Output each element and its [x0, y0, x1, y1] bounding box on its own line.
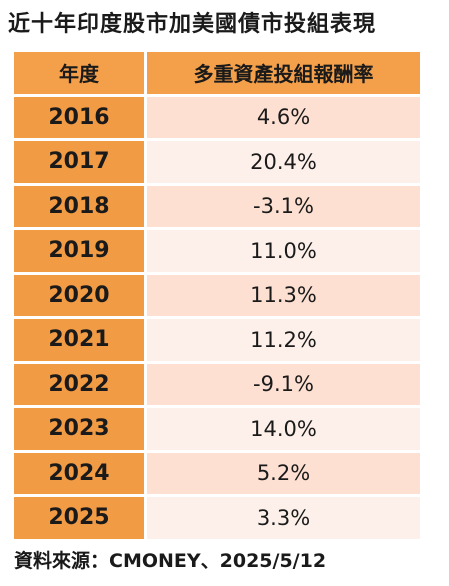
return-cell: 20.4%: [147, 141, 420, 183]
page-title: 近十年印度股市加美國債市投組表現: [8, 12, 377, 37]
return-cell: 11.3%: [147, 274, 420, 316]
table-row: 2019 11.0%: [14, 230, 420, 272]
column-header-year: 年度: [14, 52, 147, 94]
source-note: 資料來源：CMONEY、2025/5/12: [14, 550, 327, 572]
year-cell: 2022: [14, 363, 147, 405]
table-row: 2017 20.4%: [14, 141, 420, 183]
return-cell: 14.0%: [147, 408, 420, 450]
table-row: 2023 14.0%: [14, 408, 420, 450]
table-header-row: 年度 多重資產投組報酬率: [14, 52, 420, 94]
table-row: 2025 3.3%: [14, 497, 420, 539]
return-cell: 4.6%: [147, 96, 420, 138]
year-cell: 2018: [14, 185, 147, 227]
year-cell: 2017: [14, 141, 147, 183]
returns-table: 年度 多重資產投組報酬率 2016 4.6% 2017 20.4% 2018 -…: [14, 49, 420, 542]
year-cell: 2016: [14, 96, 147, 138]
return-cell: -3.1%: [147, 185, 420, 227]
year-cell: 2025: [14, 497, 147, 539]
year-cell: 2019: [14, 230, 147, 272]
return-cell: 11.0%: [147, 230, 420, 272]
column-header-return: 多重資產投組報酬率: [147, 52, 420, 94]
table-row: 2018 -3.1%: [14, 185, 420, 227]
year-cell: 2023: [14, 408, 147, 450]
return-cell: 5.2%: [147, 452, 420, 494]
table-row: 2016 4.6%: [14, 96, 420, 138]
table-row: 2022 -9.1%: [14, 363, 420, 405]
table-row: 2021 11.2%: [14, 319, 420, 361]
return-cell: 3.3%: [147, 497, 420, 539]
table-row: 2020 11.3%: [14, 274, 420, 316]
year-cell: 2020: [14, 274, 147, 316]
year-cell: 2021: [14, 319, 147, 361]
return-cell: 11.2%: [147, 319, 420, 361]
table-row: 2024 5.2%: [14, 452, 420, 494]
year-cell: 2024: [14, 452, 147, 494]
return-cell: -9.1%: [147, 363, 420, 405]
